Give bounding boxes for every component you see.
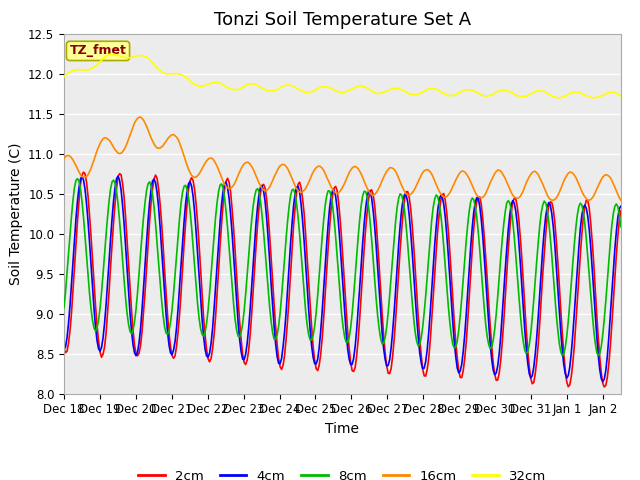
Y-axis label: Soil Temperature (C): Soil Temperature (C) (8, 143, 22, 285)
Legend: 2cm, 4cm, 8cm, 16cm, 32cm: 2cm, 4cm, 8cm, 16cm, 32cm (133, 464, 552, 480)
Text: TZ_fmet: TZ_fmet (70, 44, 127, 58)
X-axis label: Time: Time (325, 422, 360, 436)
Title: Tonzi Soil Temperature Set A: Tonzi Soil Temperature Set A (214, 11, 471, 29)
